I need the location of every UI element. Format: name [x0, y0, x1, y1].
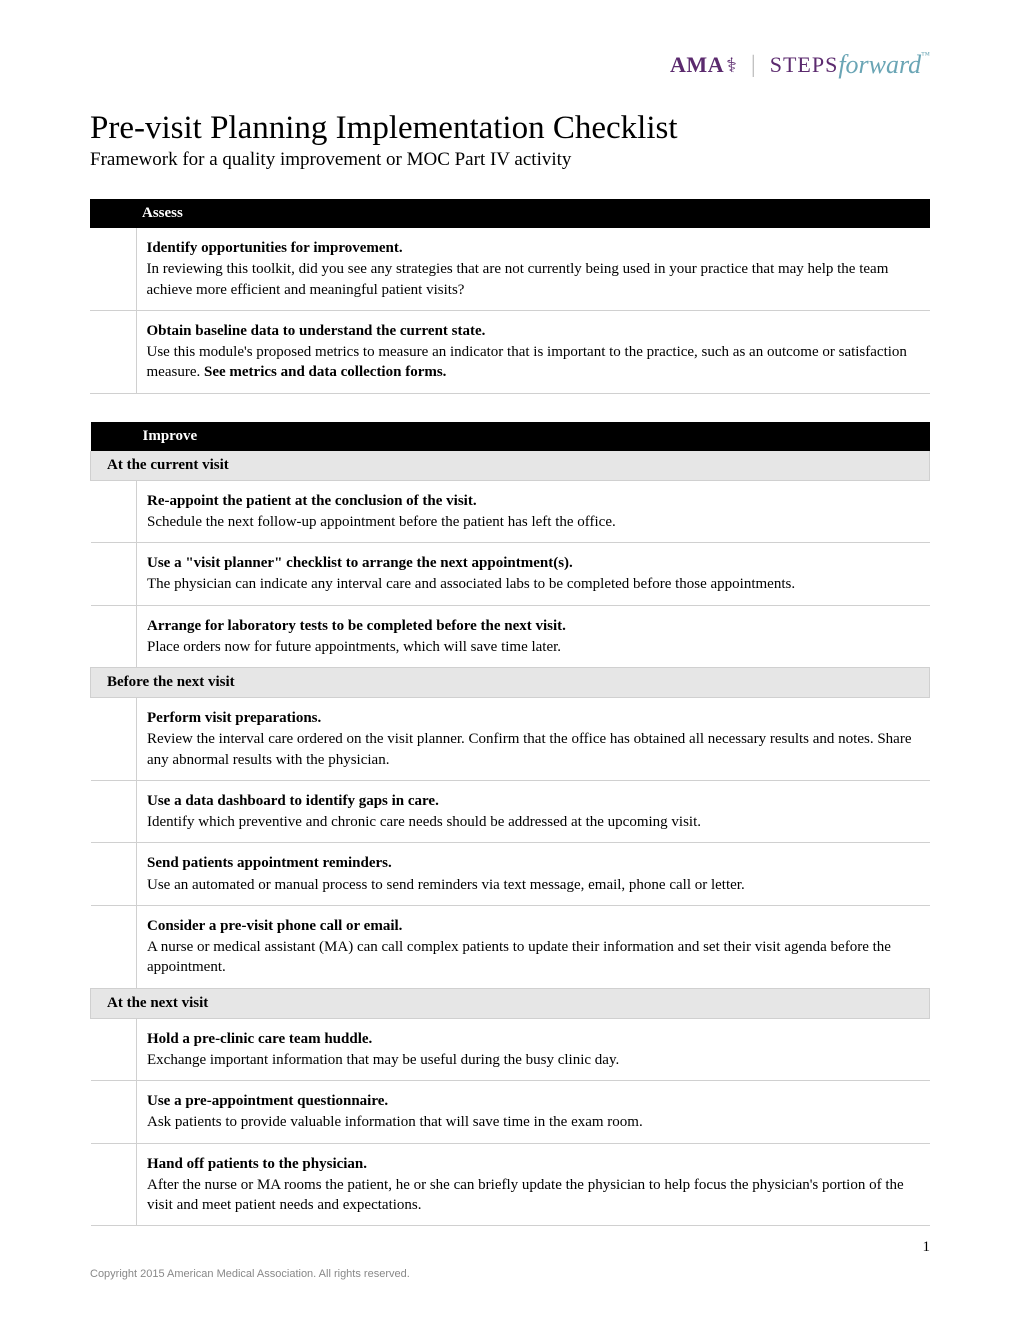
checklist-row: Perform visit preparations.Review the in… [91, 698, 930, 781]
checklist-item-content: Use a data dashboard to identify gaps in… [137, 780, 930, 843]
checklist-item-body: Schedule the next follow-up appointment … [147, 512, 918, 532]
checklist-item-content: Identify opportunities for improvement.I… [136, 228, 930, 310]
caduceus-icon: ⚕ [726, 53, 737, 78]
checkbox-cell[interactable] [90, 310, 136, 393]
checklist-row: Obtain baseline data to understand the c… [90, 310, 930, 393]
logo-row: AMA⚕ | STEPSforward™ [90, 50, 930, 80]
subsection-header: At the next visit [91, 988, 930, 1018]
checklist-row: Hand off patients to the physician.After… [91, 1143, 930, 1226]
checklist-row: Consider a pre-visit phone call or email… [91, 905, 930, 988]
checklist-item-title: Hold a pre-clinic care team huddle. [147, 1029, 918, 1049]
checklist-item-content: Use a "visit planner" checklist to arran… [137, 543, 930, 606]
checklist-row: Use a data dashboard to identify gaps in… [91, 780, 930, 843]
checklist-row: Hold a pre-clinic care team huddle.Excha… [91, 1018, 930, 1081]
checklist-item-content: Re-appoint the patient at the conclusion… [137, 480, 930, 543]
checkbox-cell[interactable] [91, 698, 137, 781]
checklist-item-body: Review the interval care ordered on the … [147, 729, 918, 770]
checklist-item-title: Re-appoint the patient at the conclusion… [147, 491, 918, 511]
checkbox-cell[interactable] [90, 228, 136, 310]
footer: 1 Copyright 2015 American Medical Associ… [90, 1239, 930, 1280]
copyright-text: Copyright 2015 American Medical Associat… [90, 1268, 930, 1280]
checklist-item-body: After the nurse or MA rooms the patient,… [147, 1175, 918, 1216]
trademark-icon: ™ [921, 50, 930, 60]
checklist-row: Send patients appointment reminders.Use … [91, 843, 930, 906]
checklist-item-body: The physician can indicate any interval … [147, 574, 918, 594]
checkbox-cell[interactable] [91, 605, 137, 668]
bold-suffix: See metrics and data collection forms. [204, 364, 446, 380]
logo-forward-text: forward [838, 50, 921, 80]
checkbox-cell[interactable] [91, 480, 137, 543]
checklist-item-content: Consider a pre-visit phone call or email… [137, 905, 930, 988]
checklist-item-content: Arrange for laboratory tests to be compl… [137, 605, 930, 668]
checkbox-cell[interactable] [91, 1081, 137, 1144]
checklist-item-body: Use an automated or manual process to se… [147, 875, 918, 895]
page-subtitle: Framework for a quality improvement or M… [90, 149, 930, 171]
checklist-row: Arrange for laboratory tests to be compl… [91, 605, 930, 668]
logo-steps-text: STEPS [770, 52, 839, 78]
checklist-item-title: Use a "visit planner" checklist to arran… [147, 553, 918, 573]
checklist-item-body: Ask patients to provide valuable informa… [147, 1112, 918, 1132]
checklist-item-content: Perform visit preparations.Review the in… [137, 698, 930, 781]
checklist-item-body: Use this module's proposed metrics to me… [147, 342, 919, 383]
checklist-item-content: Hand off patients to the physician.After… [137, 1143, 930, 1226]
checklist-item-title: Send patients appointment reminders. [147, 853, 918, 873]
checklist-row: Use a pre-appointment questionnaire.Ask … [91, 1081, 930, 1144]
subsection-header: Before the next visit [91, 668, 930, 698]
logo-divider: | [751, 52, 756, 79]
checklist-item-title: Arrange for laboratory tests to be compl… [147, 616, 918, 636]
checkbox-cell[interactable] [91, 1143, 137, 1226]
page-number: 1 [90, 1239, 930, 1256]
checklist-item-content: Use a pre-appointment questionnaire.Ask … [137, 1081, 930, 1144]
page-title: Pre-visit Planning Implementation Checkl… [90, 110, 930, 147]
checklist-item-body: Exchange important information that may … [147, 1050, 918, 1070]
checklist-item-content: Send patients appointment reminders.Use … [137, 843, 930, 906]
checklist-item-title: Use a data dashboard to identify gaps in… [147, 791, 918, 811]
checklist-table: Assess Identify opportunities for improv… [90, 199, 930, 394]
checklist-item-title: Identify opportunities for improvement. [147, 238, 919, 258]
checklist-item-title: Obtain baseline data to understand the c… [147, 321, 919, 341]
checklist-item-title: Hand off patients to the physician. [147, 1154, 918, 1174]
checklist-item-body: Identify which preventive and chronic ca… [147, 812, 918, 832]
checklist-item-title: Perform visit preparations. [147, 708, 918, 728]
section-header: Assess [90, 199, 930, 228]
checklist-row: Use a "visit planner" checklist to arran… [91, 543, 930, 606]
logo-ama-text: AMA [670, 52, 724, 78]
checklist-row: Identify opportunities for improvement.I… [90, 228, 930, 310]
checklist-table: ImproveAt the current visit Re-appoint t… [90, 422, 930, 1227]
checklist-row: Re-appoint the patient at the conclusion… [91, 480, 930, 543]
section-header: Improve [91, 422, 930, 451]
checklist-item-content: Hold a pre-clinic care team huddle.Excha… [137, 1018, 930, 1081]
checklist-item-body: In reviewing this toolkit, did you see a… [147, 259, 919, 300]
checkbox-cell[interactable] [91, 543, 137, 606]
checkbox-cell[interactable] [91, 843, 137, 906]
checklist-item-body: Place orders now for future appointments… [147, 637, 918, 657]
checklist-item-content: Obtain baseline data to understand the c… [136, 310, 930, 393]
checkbox-cell[interactable] [91, 780, 137, 843]
checkbox-cell[interactable] [91, 1018, 137, 1081]
subsection-header: At the current visit [91, 451, 930, 481]
checklist-item-body: A nurse or medical assistant (MA) can ca… [147, 937, 918, 978]
checkbox-cell[interactable] [91, 905, 137, 988]
checklist-item-title: Consider a pre-visit phone call or email… [147, 916, 918, 936]
checklist-item-title: Use a pre-appointment questionnaire. [147, 1091, 918, 1111]
